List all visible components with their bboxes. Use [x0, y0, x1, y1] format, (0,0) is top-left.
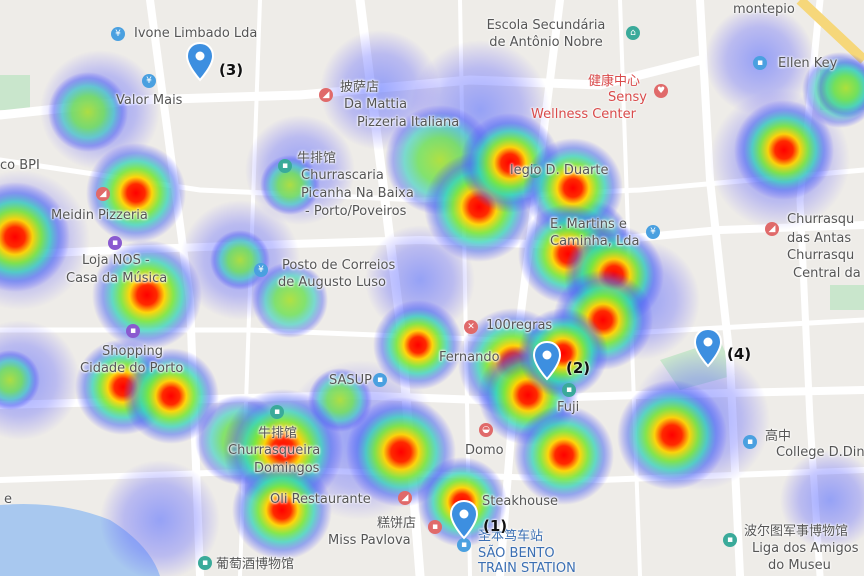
place-label-liga: Liga dos Amigos: [752, 541, 859, 556]
restaurant-icon[interactable]: ▪: [278, 159, 292, 173]
highway: [796, 0, 864, 64]
place-label-churrasq2: das Antas: [787, 231, 852, 246]
shopping-icon[interactable]: ▪: [126, 324, 140, 338]
place-label-saobento: SÃO BENTO: [478, 546, 555, 561]
location-marker-1[interactable]: [449, 499, 479, 540]
place-label-sensy: Sensy: [608, 90, 647, 105]
place-label-e: e: [4, 492, 12, 507]
school-icon[interactable]: ▪: [743, 435, 757, 449]
place-label-poveiros: - Porto/Poveiros: [305, 204, 407, 219]
restaurant-icon[interactable]: ◢: [319, 88, 333, 102]
place-label-cheira: Churrasqueira: [228, 443, 321, 458]
school-icon[interactable]: ⌂: [626, 26, 640, 40]
school-icon[interactable]: ⌂: [528, 164, 542, 178]
place-label-bpi: co BPI: [0, 158, 40, 173]
marker-label-3: (3): [219, 61, 244, 79]
map-pin-icon: [532, 340, 562, 381]
place-label-correios2: de Augusto Luso: [278, 275, 386, 290]
place-label-loja2: Casa da Música: [66, 271, 168, 286]
place-label-pavlova: Miss Pavlova: [328, 533, 411, 548]
bank-icon[interactable]: ¥: [646, 225, 660, 239]
place-label-churrascaria: Churrascaria: [301, 168, 384, 183]
place-label-valor: Valor Mais: [116, 93, 183, 108]
place-label-100regras: 100regras: [486, 318, 553, 333]
map-pin-icon: [449, 499, 479, 540]
place-label-steak-cn: 牛排馆: [297, 151, 337, 166]
place-label-domingos: Domingos: [254, 461, 320, 476]
restaurant-icon[interactable]: ◢: [96, 187, 110, 201]
shopping-icon[interactable]: ▪: [108, 236, 122, 250]
bank-icon[interactable]: ¥: [254, 263, 268, 277]
health-icon[interactable]: ♥: [654, 84, 668, 98]
place-label-domo: Domo: [465, 443, 504, 458]
restaurant-icon[interactable]: ✕: [464, 320, 478, 334]
place-label-churrasq1: Churrasqu: [787, 212, 855, 227]
location-marker-4[interactable]: [693, 327, 723, 368]
place-label-wine-cn: 葡萄酒博物馆: [216, 557, 295, 572]
cake-icon[interactable]: ▪: [428, 520, 442, 534]
map-pin-icon: [185, 41, 215, 82]
place-label-shopping2: Cidade do Porto: [80, 361, 184, 376]
shop-icon[interactable]: ▪: [753, 56, 767, 70]
marker-label-4: (4): [727, 345, 752, 363]
location-marker-3[interactable]: [185, 41, 215, 82]
place-label-station-cn: 圣本笃车站: [478, 529, 544, 544]
place-label-montepio: montepio: [733, 2, 795, 17]
place-label-shopping1: Shopping: [102, 344, 164, 359]
place-label-meidin: Meidin Pizzeria: [51, 208, 148, 223]
place-label-fuji: Fuji: [557, 400, 580, 415]
marker-label-2: (2): [566, 359, 591, 377]
place-label-pizza-cn: 披萨店: [340, 80, 380, 95]
restaurant-icon[interactable]: ◢: [765, 222, 779, 236]
place-label-sasup: SASUP: [329, 373, 372, 388]
government-icon[interactable]: ▪: [373, 373, 387, 387]
train-icon[interactable]: ▪: [457, 538, 471, 552]
map-pin-icon: [693, 327, 723, 368]
bank-icon[interactable]: ¥: [142, 74, 156, 88]
shop-icon[interactable]: ▪: [562, 383, 576, 397]
place-label-picanha: Picanha Na Baixa: [301, 186, 414, 201]
place-label-emartins1: E. Martins e: [550, 217, 627, 232]
place-label-loja1: Loja NOS -: [82, 253, 150, 268]
place-label-museu: do Museu: [768, 558, 831, 573]
restaurant-icon[interactable]: ▪: [270, 405, 284, 419]
place-label-college: College D.Din: [776, 445, 864, 460]
restaurant-icon[interactable]: ◢: [398, 491, 412, 505]
place-label-oli: Oli Restaurante: [270, 492, 371, 507]
place-label-ivone: Ivone Limbado Lda: [134, 26, 258, 41]
place-label-churr-cn: 牛排馆: [258, 426, 298, 441]
place-label-museum-cn: 波尔图军事博物馆: [744, 524, 849, 539]
restaurant-icon[interactable]: ◒: [479, 423, 493, 437]
location-marker-2[interactable]: [532, 340, 562, 381]
place-label-pizzeria: Pizzeria Italiana: [357, 115, 460, 130]
place-label-churrasq3: Churrasqu: [787, 248, 855, 263]
museum-icon[interactable]: ▪: [723, 533, 737, 547]
museum-icon[interactable]: ▪: [198, 556, 212, 570]
place-label-health-cn: 健康中心: [588, 74, 641, 89]
place-label-cake-cn: 糕饼店: [377, 516, 417, 531]
place-label-fernando: Fernando: [439, 350, 500, 365]
place-label-damattia: Da Mattia: [344, 97, 408, 112]
place-label-churrasq4: Central da: [793, 266, 861, 281]
marker-label-1: (1): [483, 517, 508, 535]
place-label-wellness: Wellness Center: [531, 107, 636, 122]
place-label-steakhouse: Steakhouse: [482, 494, 559, 509]
place-label-train: TRAIN STATION: [478, 561, 576, 576]
place-label-escola2: de Antônio Nobre: [489, 35, 603, 50]
place-label-escola1: Escola Secundária: [486, 18, 606, 33]
place-label-hs-cn: 高中: [765, 429, 792, 444]
place-label-correios1: Posto de Correios: [282, 258, 396, 273]
place-label-emartins2: Caminha, Lda: [550, 234, 640, 249]
place-label-ellen: Ellen Key: [778, 56, 838, 71]
bank-icon[interactable]: ¥: [111, 27, 125, 41]
place-label-duarte: legio D. Duarte: [510, 163, 609, 178]
